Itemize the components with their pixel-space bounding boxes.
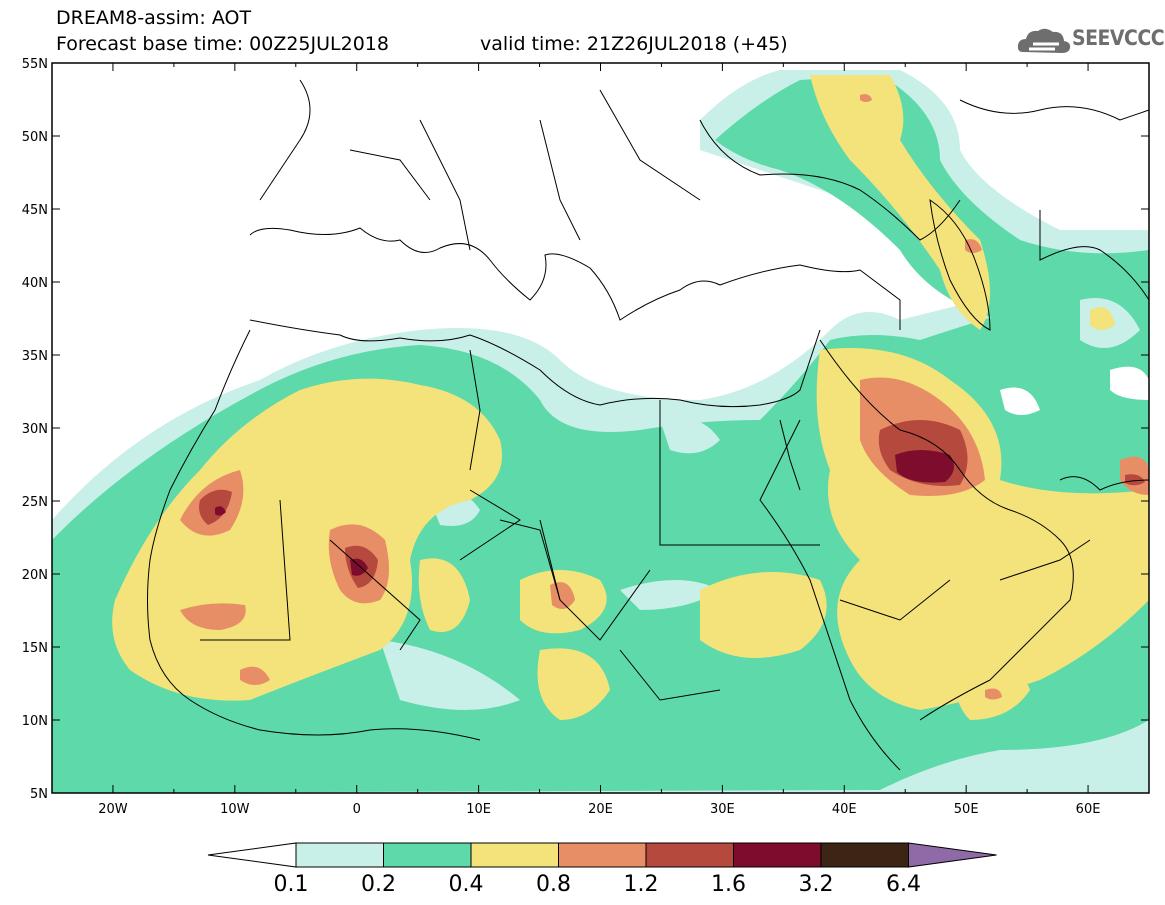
lat-labels: 55N 50N 45N 40N 35N 30N 25N 20N 15N 10N 5N	[22, 57, 48, 802]
lat-label: 55N	[22, 57, 48, 72]
colorbar-segment	[295, 842, 384, 868]
colorbar-labels: 0.1 0.2 0.4 0.8 1.2 1.6 3.2 6.4	[274, 872, 922, 897]
colorbar-segment	[558, 842, 647, 868]
colorbar-tick-label: 0.2	[361, 872, 396, 897]
lon-label: 20E	[588, 802, 613, 817]
logo-text: SEEVCCC	[1072, 26, 1165, 50]
colorbar-tick-label: 6.4	[886, 872, 921, 897]
colorbar-segment	[820, 842, 909, 868]
lon-labels: 20W 10W 0 10E 20E 30E 40E 50E 60E	[98, 802, 1100, 817]
colorbar	[207, 842, 997, 868]
lat-label: 15N	[22, 641, 48, 656]
lat-label: 30N	[22, 422, 48, 437]
lat-label: 40N	[22, 276, 48, 291]
lon-label: 10W	[220, 802, 250, 817]
coastlines	[147, 79, 1149, 771]
colorbar-tick-label: 3.2	[799, 872, 834, 897]
colorbar-high-triangle	[908, 842, 997, 868]
colorbar-tick-label: 0.8	[536, 872, 571, 897]
lon-label: 50E	[954, 802, 979, 817]
lat-label: 20N	[22, 568, 48, 583]
aot-field	[52, 70, 1149, 793]
cloud-icon	[1017, 28, 1071, 53]
lon-label: 20W	[98, 802, 128, 817]
colorbar-segment	[645, 842, 734, 868]
colorbar-tick-label: 0.4	[449, 872, 484, 897]
valid-time-label: valid time: 21Z26JUL2018 (+45)	[480, 33, 788, 55]
colorbar-segment	[470, 842, 559, 868]
colorbar-segment	[383, 842, 472, 868]
map-title: DREAM8-assim: AOT	[56, 7, 252, 29]
lon-label: 30E	[710, 802, 735, 817]
base-time-label: Forecast base time: 00Z25JUL2018	[56, 33, 389, 55]
axis-ticks	[51, 62, 1150, 794]
lat-label: 25N	[22, 495, 48, 510]
colorbar-tick-label: 1.2	[624, 872, 659, 897]
lat-label: 35N	[22, 349, 48, 364]
colorbar-tick-label: 1.6	[711, 872, 746, 897]
lat-label: 5N	[30, 787, 48, 802]
lat-label: 10N	[22, 714, 48, 729]
colorbar-tick-label: 0.1	[274, 872, 309, 897]
lon-label: 60E	[1076, 802, 1101, 817]
colorbar-segment	[733, 842, 822, 868]
lon-label: 40E	[832, 802, 857, 817]
seevccc-logo	[1015, 22, 1155, 62]
lat-label: 50N	[22, 130, 48, 145]
lon-label: 0	[353, 802, 361, 817]
lat-label: 45N	[22, 203, 48, 218]
lon-label: 10E	[466, 802, 491, 817]
colorbar-low-triangle	[207, 842, 297, 868]
